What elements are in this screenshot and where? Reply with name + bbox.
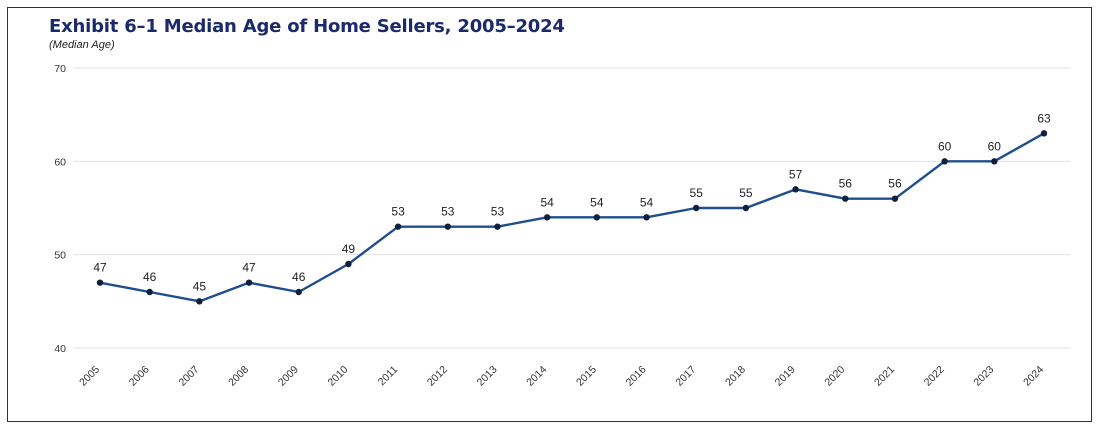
- data-label-2014: 54: [540, 195, 554, 209]
- data-label-2017: 55: [690, 186, 704, 200]
- series-points: [96, 130, 1048, 305]
- x-tick-label-2010: 2010: [326, 364, 351, 389]
- data-label-2011: 53: [391, 205, 405, 219]
- x-tick-label-2020: 2020: [822, 364, 847, 389]
- gridlines: [74, 67, 1070, 349]
- series-line: [99, 132, 1045, 303]
- data-label-2023: 60: [988, 139, 1002, 153]
- y-tick-label-60: 60: [54, 156, 66, 168]
- x-tick-label-2014: 2014: [524, 364, 549, 389]
- y-tick-label-70: 70: [54, 63, 66, 75]
- x-tick-label-2005: 2005: [77, 364, 102, 389]
- data-point-2023: [991, 158, 998, 165]
- data-point-2020: [842, 195, 849, 202]
- x-tick-label-2011: 2011: [376, 364, 401, 389]
- data-label-2018: 55: [739, 186, 753, 200]
- x-tick-label-2016: 2016: [624, 364, 649, 389]
- data-point-2010: [345, 260, 352, 268]
- data-label-2016: 54: [640, 195, 654, 209]
- x-tick-label-2012: 2012: [425, 364, 450, 389]
- data-point-2016: [643, 214, 650, 221]
- data-label-2009: 46: [292, 270, 306, 284]
- data-point-2012: [444, 223, 451, 230]
- x-tick-label-2022: 2022: [922, 364, 947, 389]
- data-point-2021: [891, 195, 899, 202]
- data-point-2006: [146, 288, 153, 296]
- x-tick-label-2015: 2015: [574, 364, 599, 389]
- data-point-2011: [394, 223, 402, 230]
- data-label-2012: 53: [441, 205, 455, 219]
- chart-subtitle: (Median Age): [49, 39, 115, 51]
- y-tick-label-40: 40: [54, 343, 66, 355]
- data-label-2019: 57: [789, 167, 803, 181]
- data-point-2019: [792, 186, 799, 193]
- chart-title: Exhibit 6–1 Median Age of Home Sellers, …: [49, 16, 565, 37]
- data-label-2008: 47: [242, 261, 256, 275]
- x-axis-ticks: 2005 2006 2007 2008 2009 2010 2011 2012 2013 2014…: [77, 364, 1046, 389]
- x-tick-label-2017: 2017: [673, 364, 698, 389]
- y-tick-label-50: 50: [54, 250, 66, 262]
- data-point-2024: [1040, 130, 1048, 137]
- x-tick-label-2008: 2008: [226, 364, 251, 389]
- x-tick-label-2018: 2018: [723, 364, 748, 389]
- data-point-2008: [245, 279, 253, 286]
- x-tick-label-2021: 2021: [872, 364, 897, 389]
- data-labels: 47 46 45 47 46 49 53 53 53 54 54 54 55 55 57 56 56 60 60 63: [93, 111, 1051, 293]
- x-tick-label-2024: 2024: [1021, 364, 1046, 389]
- data-label-2015: 54: [590, 195, 604, 209]
- data-point-2014: [543, 214, 551, 221]
- data-point-2005: [96, 279, 104, 286]
- data-point-2017: [693, 204, 700, 212]
- chart-frame: [7, 7, 1092, 422]
- data-label-2020: 56: [839, 177, 853, 191]
- data-point-2013: [494, 223, 501, 230]
- data-point-2009: [295, 288, 302, 296]
- x-tick-label-2023: 2023: [971, 364, 996, 389]
- x-tick-label-2009: 2009: [276, 364, 301, 389]
- x-tick-label-2006: 2006: [127, 364, 152, 389]
- data-label-2006: 46: [143, 270, 157, 284]
- data-point-2007: [196, 298, 203, 305]
- x-tick-label-2007: 2007: [176, 364, 201, 389]
- data-label-2010: 49: [342, 242, 356, 256]
- x-tick-label-2019: 2019: [773, 364, 798, 389]
- data-point-2022: [941, 158, 948, 165]
- data-label-2021: 56: [888, 177, 902, 191]
- data-point-2018: [742, 204, 750, 212]
- series-line-layer: [99, 132, 1045, 303]
- data-label-2022: 60: [938, 139, 952, 153]
- data-point-2015: [593, 214, 601, 221]
- data-label-2007: 45: [193, 279, 207, 293]
- data-label-2024: 63: [1037, 111, 1051, 125]
- data-label-2005: 47: [93, 261, 107, 275]
- data-label-2013: 53: [491, 205, 505, 219]
- y-axis-ticks: 40 50 60 70: [54, 63, 66, 355]
- x-tick-label-2013: 2013: [475, 364, 500, 389]
